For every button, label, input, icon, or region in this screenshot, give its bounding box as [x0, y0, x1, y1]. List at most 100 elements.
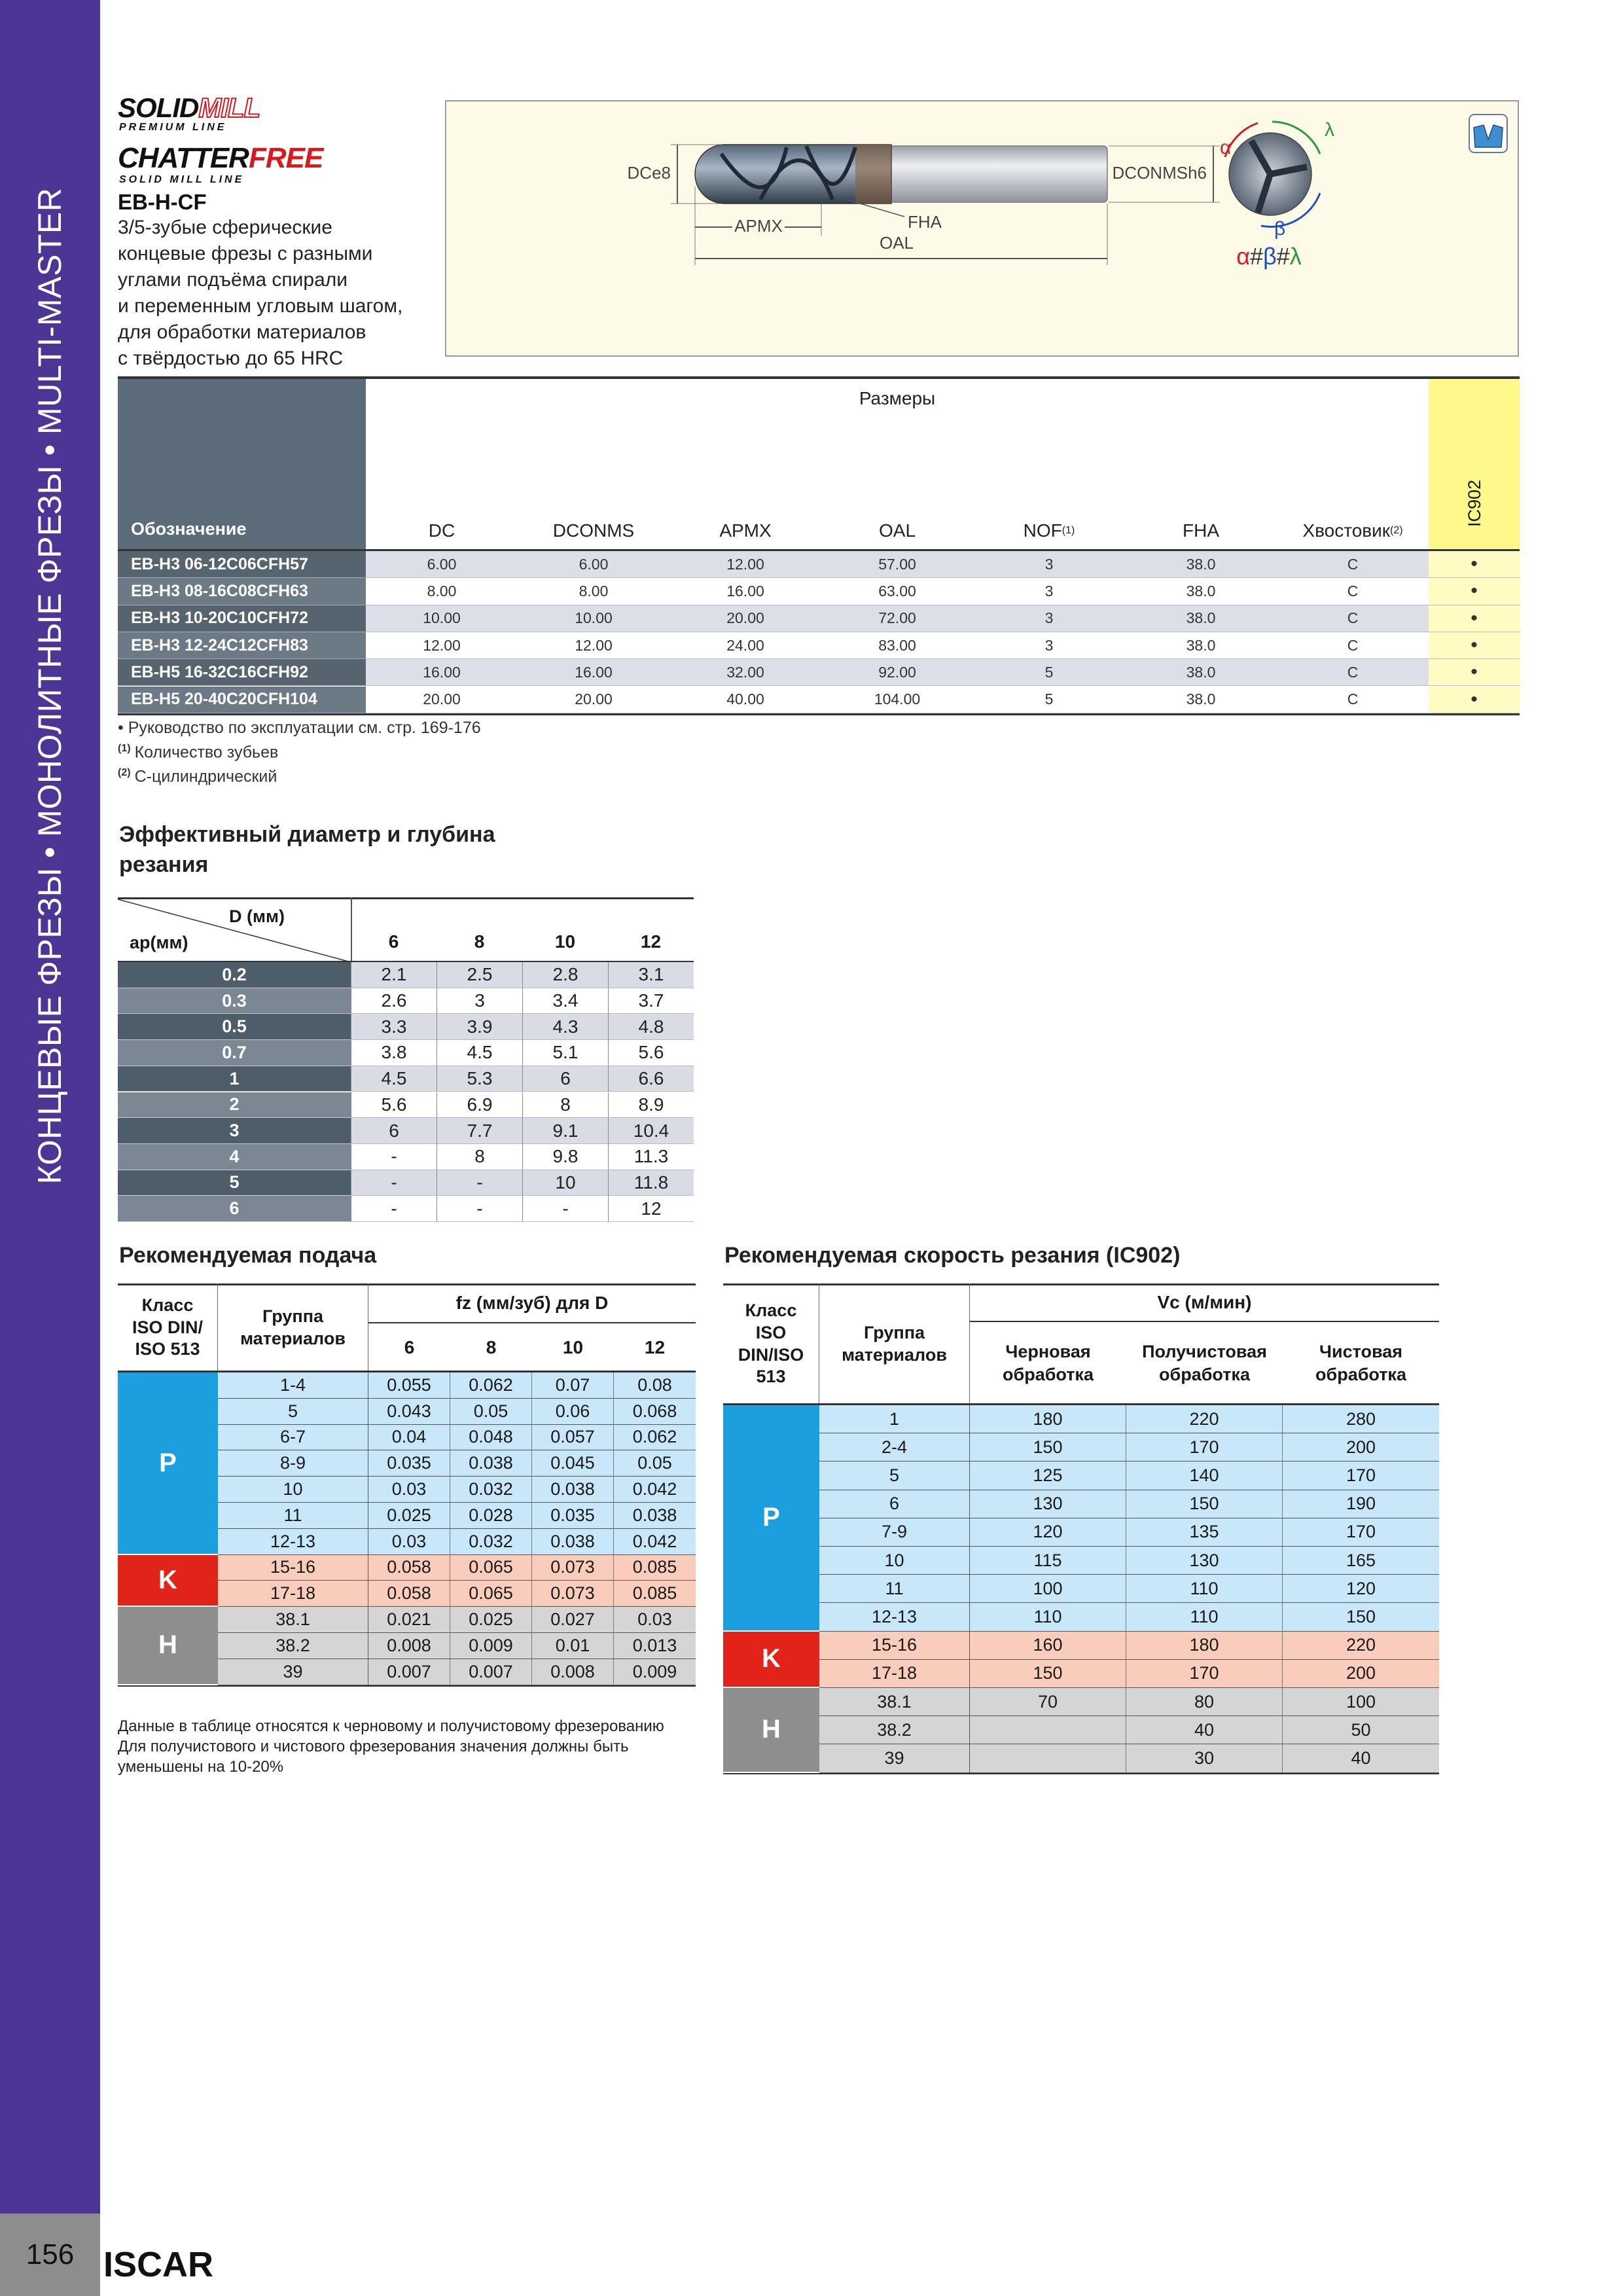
brand: ISCAR	[103, 2245, 214, 2284]
value-cell: 30	[1126, 1744, 1283, 1773]
group-cell: 38.1	[819, 1688, 970, 1717]
value-cell: 10.00	[366, 605, 518, 632]
column-header: IC902	[1464, 479, 1484, 528]
value-cell: 3	[973, 632, 1125, 660]
value-cell: C	[1277, 659, 1429, 687]
group-cell: 11	[218, 1503, 368, 1529]
corner-label: D (мм)	[229, 906, 285, 926]
table-rule	[118, 1371, 696, 1372]
text-line: материалов	[240, 1328, 346, 1348]
description-line: 3/5-зубые сферические	[118, 217, 332, 238]
formula-part: #	[1250, 243, 1263, 270]
value-cell: 20.00	[366, 686, 518, 713]
group-cell: 5	[819, 1462, 970, 1490]
value-cell: 0.062	[614, 1424, 696, 1451]
column-header: APMX	[669, 516, 821, 545]
text-line: Класс	[141, 1295, 194, 1315]
table-rule	[118, 897, 694, 899]
value-cell: 4.5	[437, 1040, 522, 1066]
dim-label: OAL	[880, 233, 914, 253]
diagram-box: DCe8 DCONMSh6 APMX FHA OAL α λ β α#β#λ	[445, 100, 1519, 357]
value-cell: -	[437, 1170, 522, 1196]
value-cell: 8	[522, 1092, 608, 1119]
column-header: 8	[474, 931, 485, 952]
value-cell: 3.1	[608, 962, 694, 988]
value-cell: 125	[970, 1462, 1126, 1490]
column-label: OAL	[878, 520, 916, 541]
footnote-text: С-цилиндрический	[134, 767, 277, 786]
ap-cell: 0.5	[118, 1014, 351, 1041]
value-cell: 10.4	[608, 1118, 694, 1144]
value-cell: 5.3	[437, 1066, 522, 1092]
column-header: FHA	[1125, 516, 1277, 545]
value-cell: 40.00	[669, 686, 821, 713]
value-cell: 3	[973, 578, 1125, 605]
value-cell: -	[522, 1196, 608, 1222]
logo-sub: SOLID MILL LINE	[119, 174, 245, 185]
column-label: DCONMS	[552, 520, 635, 541]
class-cell: P	[723, 1405, 819, 1632]
value-cell: 180	[1126, 1631, 1283, 1660]
value-cell: 200	[1283, 1659, 1439, 1688]
value-cell: 0.032	[450, 1528, 532, 1555]
column-header: Чистовая обработка	[1283, 1322, 1439, 1405]
table-rule	[723, 1283, 1439, 1285]
text-line: 513	[756, 1367, 786, 1387]
value-cell: 7.7	[437, 1118, 522, 1144]
group-header: Группа материалов	[218, 1283, 368, 1372]
text-line: обработка	[1003, 1365, 1094, 1384]
description-line: и переменным угловым шагом,	[118, 295, 403, 317]
value-cell: 140	[1126, 1462, 1283, 1490]
group-cell: 38.2	[819, 1716, 970, 1745]
group-cell: 12-13	[218, 1528, 368, 1555]
value-cell: 280	[1283, 1405, 1439, 1434]
formula-part: λ	[1290, 243, 1302, 270]
angle-arc	[1224, 122, 1258, 158]
value-cell: 2.6	[351, 988, 437, 1014]
text-line: Группа	[863, 1322, 925, 1342]
value-cell: 0.07	[532, 1372, 614, 1399]
ic-cell: •	[1429, 578, 1520, 605]
group-cell: 38.2	[218, 1633, 368, 1659]
value-cell: 3.3	[351, 1014, 437, 1041]
value-cell: 0.03	[614, 1607, 696, 1633]
dim-label: FHA	[908, 212, 942, 232]
value-cell: C	[1277, 578, 1429, 605]
value-cell: 100	[970, 1575, 1126, 1604]
column-label: FHA	[1183, 520, 1219, 541]
footnote-sup: (2)	[118, 767, 131, 778]
value-cell: 3.9	[437, 1014, 522, 1041]
value-cell: 0.065	[450, 1581, 532, 1607]
class-cell: K	[118, 1554, 218, 1607]
value-cell: 0.008	[532, 1659, 614, 1685]
text-line: Класс	[745, 1300, 797, 1320]
value-cell: 38.0	[1125, 551, 1277, 579]
value-cell: 0.068	[614, 1398, 696, 1425]
value-cell: 135	[1126, 1518, 1283, 1547]
value-cell: -	[351, 1143, 437, 1170]
logo-solidmill: SOLIDMILL	[118, 92, 261, 124]
text-line: ISO	[755, 1322, 787, 1342]
logo-sub: PREMIUM LINE	[119, 122, 227, 133]
angle-formula: α#β#λ	[1236, 243, 1302, 270]
dim-label: DCe8	[628, 163, 671, 183]
value-cell: 5	[973, 659, 1125, 687]
value-cell: 3	[437, 988, 522, 1014]
value-cell: 0.065	[450, 1554, 532, 1581]
leader-line	[846, 199, 905, 217]
value-cell: 0.008	[368, 1633, 450, 1659]
value-cell: 0.073	[532, 1581, 614, 1607]
column-label: NOF	[1023, 520, 1062, 541]
table-rule	[118, 713, 1520, 715]
header-label: Обозначение	[131, 519, 247, 539]
description-line: углами подъёма спирали	[118, 269, 348, 291]
column-label: APMX	[719, 520, 772, 541]
group-cell: 17-18	[218, 1581, 368, 1607]
value-cell: 170	[1283, 1462, 1439, 1490]
value-cell: 4.3	[522, 1014, 608, 1041]
value-cell: 0.027	[532, 1607, 614, 1633]
text-line: обработка	[1159, 1365, 1250, 1384]
value-cell: 0.058	[368, 1554, 450, 1581]
ap-cell: 0.7	[118, 1040, 351, 1066]
flutes	[719, 145, 857, 201]
